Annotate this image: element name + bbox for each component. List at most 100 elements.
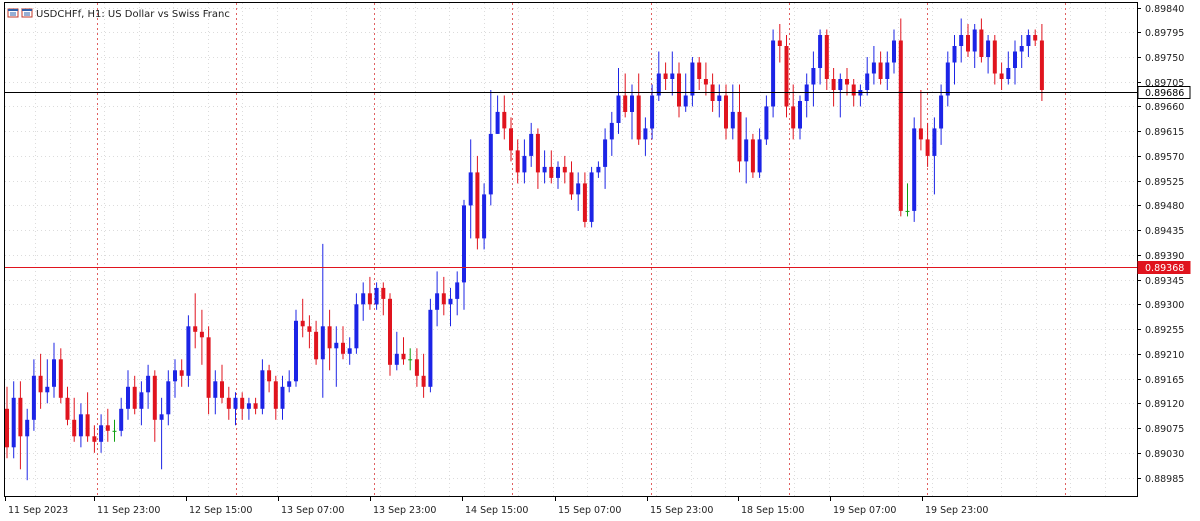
candle[interactable] bbox=[898, 18, 903, 217]
candle[interactable] bbox=[589, 166, 594, 228]
candle[interactable] bbox=[253, 397, 258, 415]
candle[interactable] bbox=[824, 29, 829, 91]
candle[interactable] bbox=[757, 128, 762, 178]
candle[interactable] bbox=[724, 84, 728, 140]
candle[interactable] bbox=[502, 95, 507, 140]
candle[interactable] bbox=[730, 84, 735, 140]
candle[interactable] bbox=[18, 381, 23, 470]
candle[interactable] bbox=[972, 24, 977, 68]
candle[interactable] bbox=[482, 183, 487, 250]
candle[interactable] bbox=[246, 397, 251, 420]
candle[interactable] bbox=[986, 35, 991, 74]
candle[interactable] bbox=[146, 364, 151, 409]
candle[interactable] bbox=[361, 282, 366, 321]
candle[interactable] bbox=[522, 139, 527, 184]
candle[interactable] bbox=[260, 359, 265, 415]
candle[interactable] bbox=[273, 375, 278, 420]
candle[interactable] bbox=[401, 337, 406, 365]
candle[interactable] bbox=[31, 359, 36, 431]
candle[interactable] bbox=[52, 342, 56, 398]
candle[interactable] bbox=[5, 386, 9, 459]
candle[interactable] bbox=[596, 161, 601, 178]
candle[interactable] bbox=[865, 57, 870, 96]
candle[interactable] bbox=[784, 35, 789, 118]
candle[interactable] bbox=[650, 84, 655, 140]
candle[interactable] bbox=[569, 161, 574, 200]
candle[interactable] bbox=[421, 353, 426, 398]
candle[interactable] bbox=[85, 392, 90, 442]
candle[interactable] bbox=[777, 24, 782, 63]
candle[interactable] bbox=[643, 117, 648, 156]
candle[interactable] bbox=[307, 315, 312, 349]
candle[interactable] bbox=[414, 348, 419, 387]
candle[interactable] bbox=[663, 62, 668, 91]
chart-window-icon[interactable] bbox=[7, 8, 33, 18]
candle[interactable] bbox=[213, 370, 218, 415]
candle[interactable] bbox=[1013, 40, 1017, 85]
candle[interactable] bbox=[334, 326, 339, 387]
candle[interactable] bbox=[845, 68, 849, 96]
candle[interactable] bbox=[992, 35, 997, 85]
candle[interactable] bbox=[193, 293, 198, 349]
candle[interactable] bbox=[878, 51, 883, 85]
candle[interactable] bbox=[287, 370, 292, 393]
candle[interactable] bbox=[939, 84, 944, 145]
candle[interactable] bbox=[703, 62, 708, 96]
candle[interactable] bbox=[831, 68, 836, 107]
candle[interactable] bbox=[159, 397, 164, 470]
candle[interactable] bbox=[871, 46, 876, 85]
time-axis[interactable]: 11 Sep 2023 11 Sep 23:00 12 Sep 15:00 13 Se… bbox=[5, 496, 989, 516]
candle[interactable] bbox=[885, 51, 890, 91]
candle[interactable] bbox=[462, 199, 466, 310]
candle[interactable] bbox=[341, 326, 345, 360]
candle[interactable] bbox=[932, 117, 937, 195]
candle[interactable] bbox=[959, 18, 964, 63]
candle[interactable] bbox=[327, 309, 332, 371]
candle[interactable] bbox=[173, 359, 177, 398]
candle[interactable] bbox=[623, 73, 628, 118]
candle[interactable] bbox=[11, 381, 16, 459]
candle[interactable] bbox=[300, 298, 305, 338]
candle[interactable] bbox=[468, 139, 473, 239]
candle[interactable] bbox=[126, 370, 130, 420]
candle[interactable] bbox=[220, 364, 224, 404]
candle[interactable] bbox=[562, 155, 567, 184]
candle[interactable] bbox=[818, 29, 823, 85]
candle[interactable] bbox=[428, 298, 433, 393]
candle[interactable] bbox=[408, 348, 413, 371]
candle[interactable] bbox=[542, 150, 547, 184]
candle[interactable] bbox=[630, 84, 634, 140]
candle[interactable] bbox=[535, 128, 540, 189]
candle[interactable] bbox=[354, 293, 359, 354]
candle[interactable] bbox=[441, 276, 446, 316]
candle[interactable] bbox=[999, 62, 1004, 91]
candle[interactable] bbox=[72, 397, 77, 442]
candle[interactable] bbox=[798, 95, 802, 140]
candle[interactable] bbox=[435, 271, 440, 327]
candle[interactable] bbox=[509, 117, 513, 162]
candle[interactable] bbox=[576, 172, 581, 211]
candle[interactable] bbox=[226, 386, 231, 420]
candle[interactable] bbox=[925, 122, 930, 167]
candle[interactable] bbox=[918, 90, 923, 151]
candle[interactable] bbox=[388, 293, 392, 376]
candle[interactable] bbox=[38, 353, 43, 409]
candle[interactable] bbox=[78, 403, 83, 448]
candle[interactable] bbox=[112, 419, 117, 442]
candle[interactable] bbox=[717, 84, 722, 118]
candle[interactable] bbox=[690, 57, 695, 107]
candle[interactable] bbox=[119, 397, 124, 437]
candle[interactable] bbox=[838, 73, 843, 118]
candle[interactable] bbox=[394, 331, 399, 371]
candle[interactable] bbox=[206, 326, 211, 415]
candle[interactable] bbox=[166, 370, 171, 426]
candle[interactable] bbox=[791, 84, 796, 140]
candle[interactable] bbox=[582, 172, 587, 228]
candle[interactable] bbox=[455, 271, 460, 316]
candle[interactable] bbox=[294, 309, 298, 387]
candle[interactable] bbox=[1039, 24, 1044, 101]
candle[interactable] bbox=[750, 133, 755, 178]
candle[interactable] bbox=[636, 73, 641, 145]
candle-series[interactable] bbox=[5, 18, 1044, 481]
candle[interactable] bbox=[347, 337, 352, 365]
